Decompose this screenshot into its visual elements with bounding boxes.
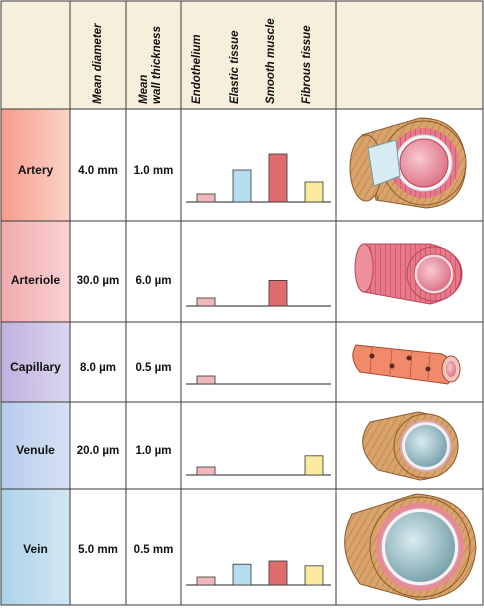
vessel-name-capillary: Capillary xyxy=(10,360,61,374)
artery-illustration xyxy=(349,117,467,209)
artery-name-cell-bg xyxy=(1,109,70,221)
vein-name-cell-bg xyxy=(1,489,70,605)
arteriole-smooth-muscle-bar xyxy=(268,279,288,307)
vein-diameter: 5.0 mm xyxy=(78,544,118,556)
capillary-endothelium-bar xyxy=(196,375,216,385)
capillary-wall: 0.5 µm xyxy=(135,362,171,374)
capillary-name-cell-bg xyxy=(1,322,70,402)
venule-fibrous-bar xyxy=(304,455,324,476)
artery-wall: 1.0 mm xyxy=(134,165,174,177)
artery-diameter: 4.0 mm xyxy=(78,165,118,177)
header-mean-wall-line1: Mean xyxy=(138,75,150,104)
vessel-name-vein: Vein xyxy=(23,542,48,556)
artery-smooth-muscle-bar xyxy=(268,153,288,203)
vessel-name-artery: Artery xyxy=(18,163,54,177)
artery-endothelium-bar xyxy=(196,193,216,203)
venule-illustration xyxy=(362,411,459,481)
artery-elastic-bar xyxy=(232,169,252,203)
vein-fibrous-bar xyxy=(304,565,324,586)
vein-endothelium-bar xyxy=(196,576,216,586)
capillary-illustration xyxy=(352,344,461,385)
artery-fibrous-bar xyxy=(304,181,324,203)
arteriole-illustration xyxy=(354,243,463,305)
header-endothelium: Endothelium xyxy=(191,34,203,104)
arteriole-endothelium-bar xyxy=(196,297,216,307)
arteriole-name-cell-bg xyxy=(1,221,70,322)
arteriole-wall: 6.0 µm xyxy=(135,275,171,287)
arteriole-diameter: 30.0 µm xyxy=(77,275,119,287)
vein-wall: 0.5 mm xyxy=(134,544,174,556)
header-smooth-muscle: Smooth muscle xyxy=(265,18,277,104)
venule-wall: 1.0 µm xyxy=(135,445,171,457)
header-row-background xyxy=(1,1,483,109)
vein-smooth-muscle-bar xyxy=(268,560,288,586)
vessel-name-arteriole: Arteriole xyxy=(11,273,61,287)
header-mean-wall-line2: wall thickness xyxy=(151,26,163,104)
vessel-name-venule: Venule xyxy=(16,443,55,457)
tissue-composition-bars xyxy=(186,153,331,586)
vein-elastic-bar xyxy=(232,563,252,586)
header-mean-diameter: Mean diameter xyxy=(92,23,104,104)
capillary-diameter: 8.0 µm xyxy=(80,362,116,374)
header-fibrous-tissue: Fibrous tissue xyxy=(301,25,313,104)
venule-name-cell-bg xyxy=(1,402,70,489)
header-elastic-tissue: Elastic tissue xyxy=(229,30,241,104)
venule-endothelium-bar xyxy=(196,466,216,476)
vein-illustration xyxy=(344,493,477,601)
venule-diameter: 20.0 µm xyxy=(77,445,119,457)
